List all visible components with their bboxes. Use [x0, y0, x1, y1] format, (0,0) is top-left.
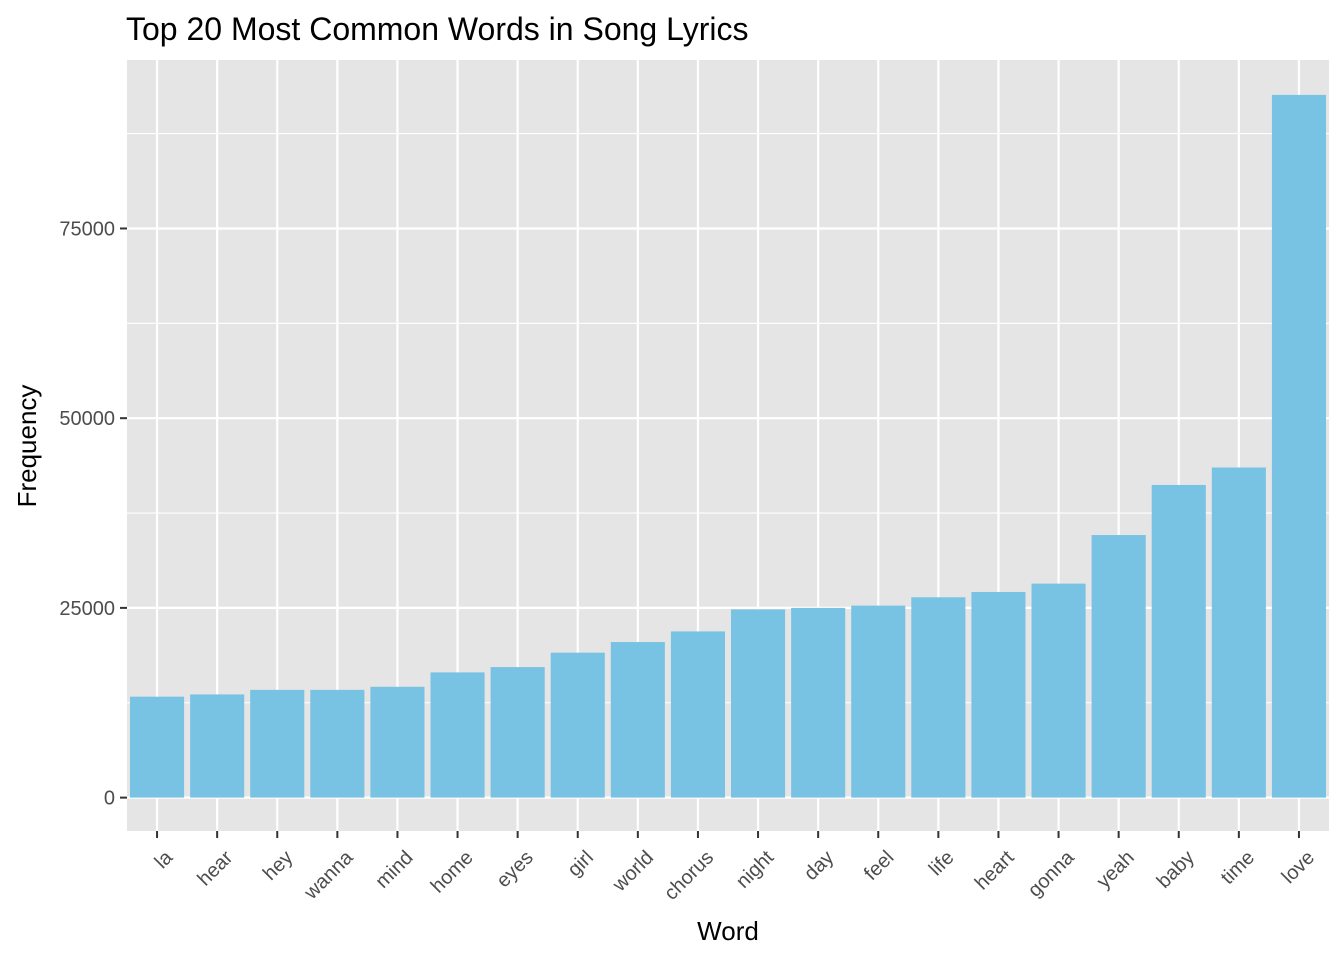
- y-tick-label: 25000: [59, 598, 115, 620]
- x-tick-label: mind: [371, 847, 417, 893]
- x-tick-label: heart: [971, 846, 1019, 894]
- x-tick-label: home: [427, 847, 478, 898]
- y-axis-title: Frequency: [12, 385, 42, 508]
- x-tick-label: night: [732, 846, 779, 893]
- y-tick-label: 50000: [59, 408, 115, 430]
- bar-feel: [851, 605, 906, 798]
- bar-night: [731, 609, 786, 798]
- bar-hear: [190, 694, 245, 798]
- bar-time: [1211, 467, 1266, 798]
- x-tick-label: love: [1278, 847, 1320, 889]
- x-tick-label: time: [1217, 847, 1259, 889]
- x-tick-label: day: [800, 847, 838, 885]
- bar-hey: [250, 689, 305, 798]
- y-tick-label: 75000: [59, 218, 115, 240]
- bar-yeah: [1091, 535, 1146, 798]
- chart-title: Top 20 Most Common Words in Song Lyrics: [126, 11, 748, 47]
- x-tick-label: life: [925, 847, 959, 881]
- bars: [130, 94, 1326, 798]
- x-tick-label: feel: [860, 847, 898, 885]
- x-tick-label: girl: [563, 847, 597, 881]
- y-axis: 0 25000 50000 75000: [59, 218, 127, 810]
- x-axis-title: Word: [697, 916, 759, 946]
- bar-wanna: [310, 689, 365, 798]
- bar-life: [911, 597, 966, 798]
- x-axis: la hear hey wanna mind home eyes girl world choru…: [151, 831, 1319, 905]
- bar-la: [130, 696, 185, 798]
- bar-day: [791, 607, 846, 798]
- bar-chorus: [670, 631, 725, 798]
- x-tick-label: world: [608, 847, 658, 897]
- bar-gonna: [1031, 583, 1086, 798]
- bar-world: [610, 642, 665, 798]
- bar-love: [1271, 94, 1326, 798]
- bar-home: [430, 672, 485, 798]
- bar-baby: [1151, 484, 1206, 798]
- bar-girl: [550, 652, 605, 798]
- x-tick-label: yeah: [1093, 847, 1139, 893]
- x-tick-label: gonna: [1024, 846, 1080, 902]
- y-tick-label: 0: [104, 788, 115, 810]
- x-tick-label: eyes: [492, 847, 537, 892]
- plot-panel: [127, 60, 1329, 831]
- bar-mind: [370, 686, 425, 798]
- x-tick-label: la: [151, 846, 178, 873]
- x-tick-label: hey: [259, 847, 297, 885]
- bar-eyes: [490, 667, 545, 798]
- x-tick-label: wanna: [300, 846, 359, 905]
- x-tick-label: baby: [1153, 847, 1199, 893]
- x-tick-label: chorus: [660, 847, 718, 905]
- x-tick-label: hear: [193, 846, 237, 890]
- bar-heart: [971, 591, 1026, 798]
